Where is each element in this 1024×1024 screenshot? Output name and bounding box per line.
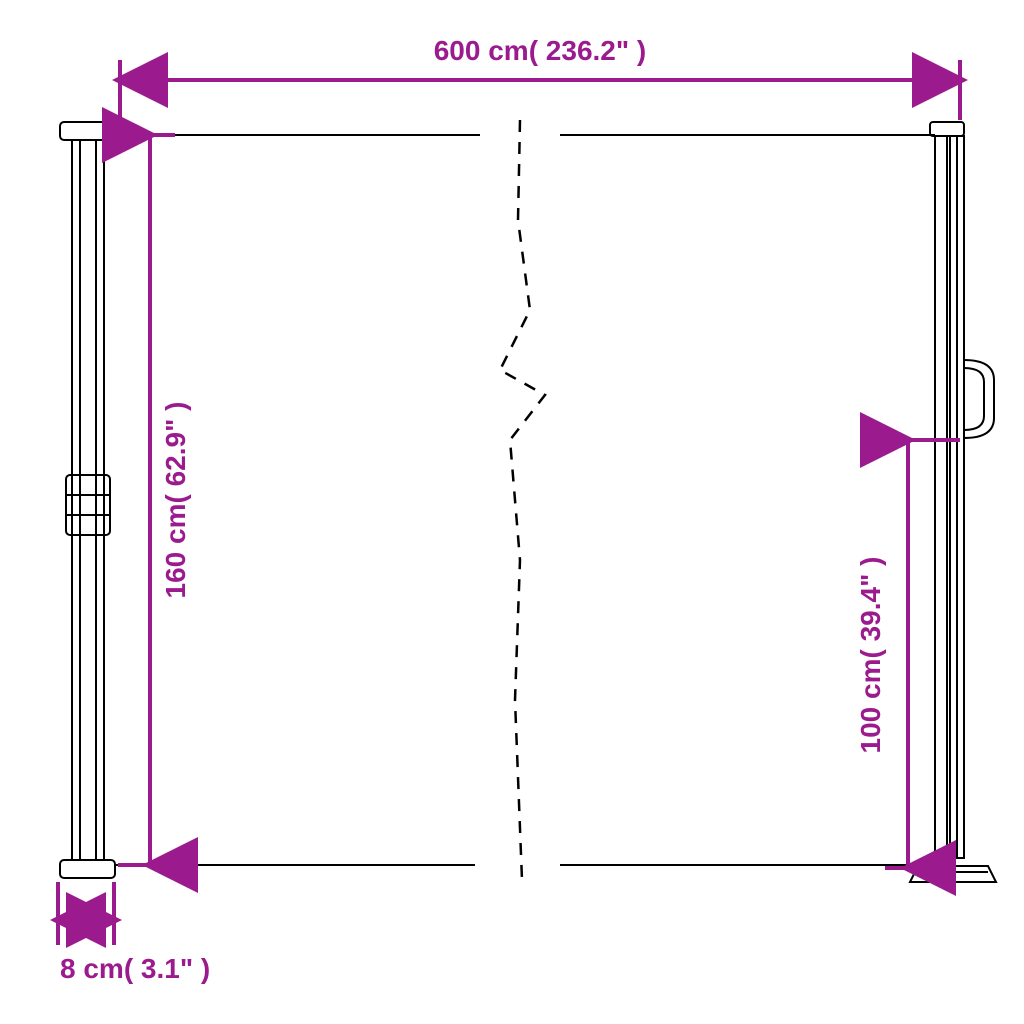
dimension-diagram: 600 cm( 236.2" ) 160 cm( 62.9" ) 100 cm(…	[0, 0, 1024, 1024]
dimension-handle-label: 100 cm( 39.4" )	[855, 557, 886, 754]
dimension-height-left: 160 cm( 62.9" )	[118, 135, 191, 865]
product-outline	[60, 120, 996, 882]
dimension-depth-bottom: 8 cm( 3.1" )	[58, 882, 210, 984]
break-line-icon	[500, 120, 545, 880]
handle-icon	[964, 360, 994, 438]
dimension-handle-right: 100 cm( 39.4" )	[855, 440, 960, 868]
left-cassette	[60, 122, 115, 878]
dimension-width-top: 600 cm( 236.2" )	[120, 35, 960, 120]
dimension-depth-label: 8 cm( 3.1" )	[60, 953, 210, 984]
dimension-height-label: 160 cm( 62.9" )	[160, 402, 191, 599]
right-post	[910, 122, 996, 882]
dimension-width-label: 600 cm( 236.2" )	[434, 35, 647, 66]
